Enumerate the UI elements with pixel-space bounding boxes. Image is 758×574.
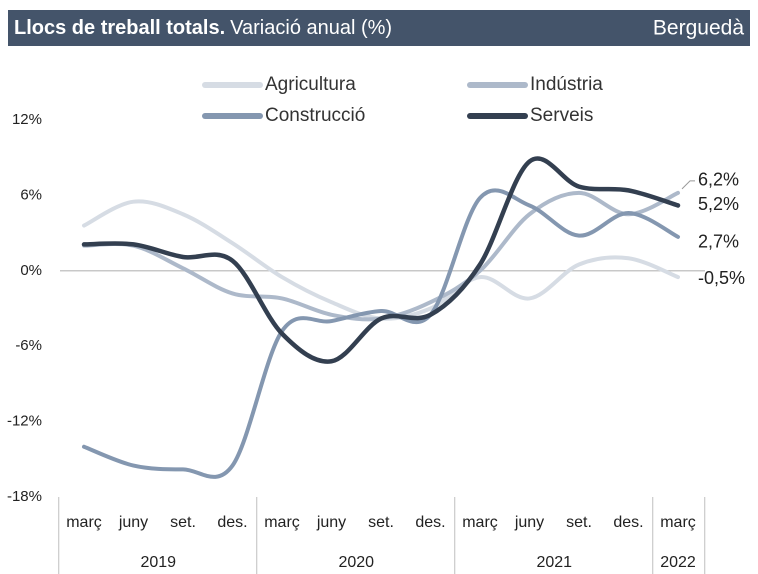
x-tick-label: des. bbox=[613, 514, 643, 531]
legend-label: Construcció bbox=[265, 105, 365, 126]
y-tick-label: 12% bbox=[12, 111, 42, 128]
series-line bbox=[81, 156, 681, 364]
year-label: 2021 bbox=[536, 554, 572, 571]
legend-label: Indústria bbox=[530, 74, 603, 95]
region: Berguedà bbox=[653, 17, 744, 40]
legend-label: Serveis bbox=[530, 105, 593, 126]
x-tick-label: juny bbox=[316, 514, 346, 531]
chart-title: Llocs de treball totals. bbox=[14, 17, 225, 39]
value-label: 2,7% bbox=[698, 232, 739, 252]
header-bar bbox=[8, 10, 750, 46]
x-tick-label: set. bbox=[566, 514, 592, 531]
series-line bbox=[82, 199, 680, 321]
x-tick-label: març bbox=[66, 514, 102, 531]
header: Llocs de treball totals. Variació anual (… bbox=[14, 17, 392, 39]
y-tick-label: -12% bbox=[7, 413, 42, 430]
x-tick-label: des. bbox=[217, 514, 247, 531]
leader-line bbox=[681, 180, 695, 190]
y-tick-label: -18% bbox=[7, 488, 42, 505]
year-label: 2022 bbox=[660, 554, 696, 571]
y-tick-label: 0% bbox=[20, 262, 42, 279]
x-tick-label: març bbox=[264, 514, 300, 531]
value-label: 6,2% bbox=[698, 170, 739, 190]
chart-subtitle: Variació anual (%) bbox=[230, 17, 392, 39]
series-line bbox=[82, 188, 680, 479]
value-label: -0,5% bbox=[698, 268, 745, 288]
x-tick-label: març bbox=[660, 514, 696, 531]
x-tick-label: juny bbox=[118, 514, 148, 531]
x-tick-label: set. bbox=[368, 514, 394, 531]
year-label: 2019 bbox=[140, 554, 176, 571]
x-tick-label: juny bbox=[514, 514, 544, 531]
y-tick-label: -6% bbox=[15, 337, 42, 354]
y-tick-label: 6% bbox=[20, 186, 42, 203]
value-label: 5,2% bbox=[698, 194, 739, 214]
legend-label: Agricultura bbox=[265, 74, 356, 95]
year-label: 2020 bbox=[338, 554, 374, 571]
x-tick-label: març bbox=[462, 514, 498, 531]
x-tick-label: des. bbox=[415, 514, 445, 531]
x-tick-label: set. bbox=[170, 514, 196, 531]
